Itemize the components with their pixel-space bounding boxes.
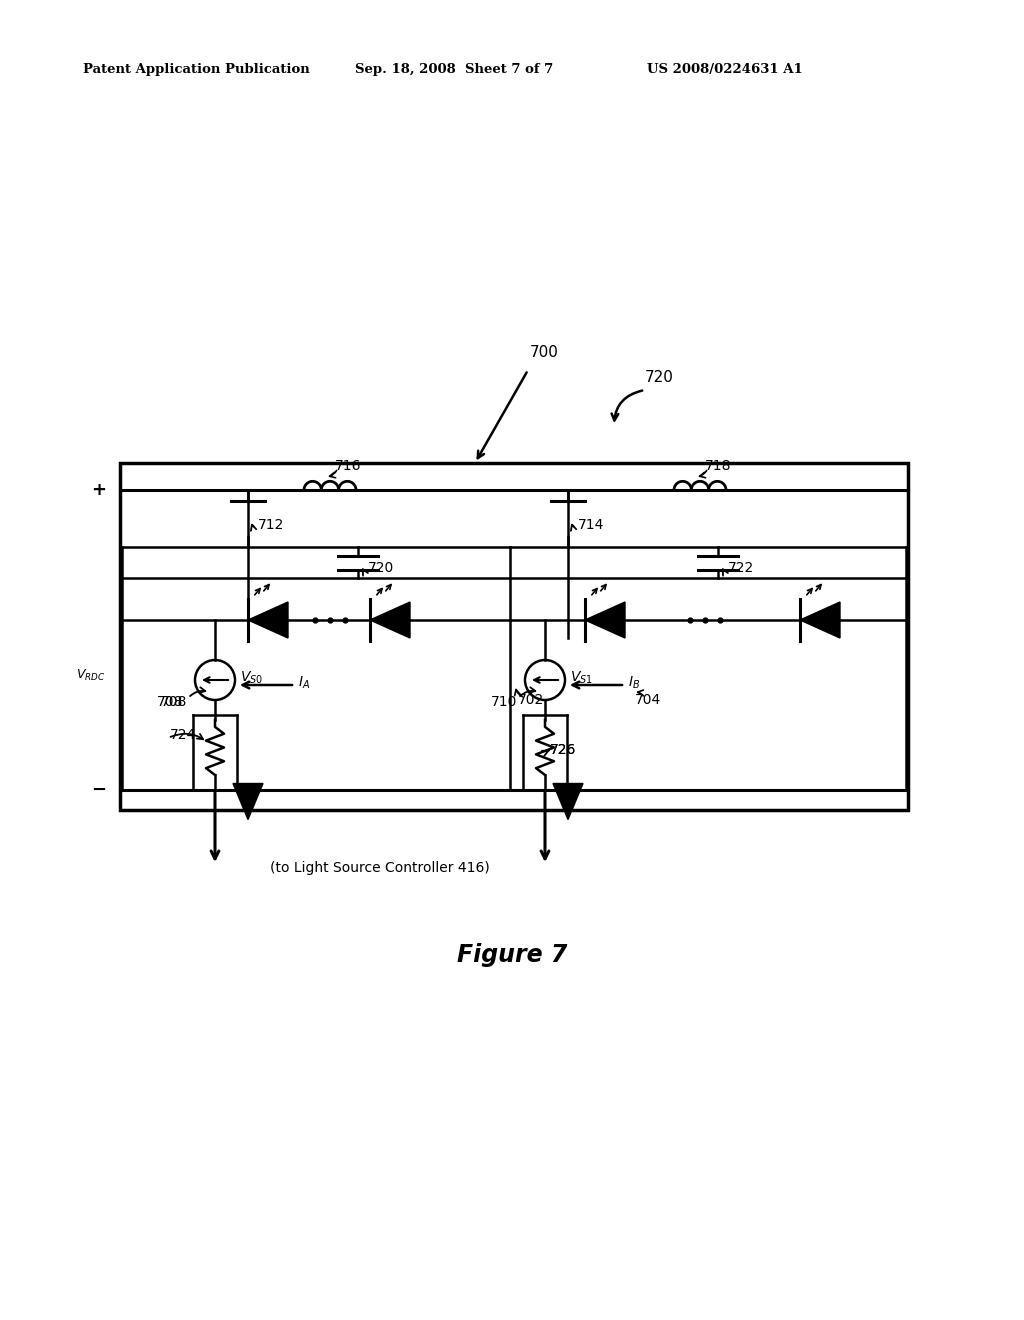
- Text: Patent Application Publication: Patent Application Publication: [83, 63, 309, 77]
- Polygon shape: [553, 784, 583, 820]
- Text: −: −: [91, 781, 106, 799]
- Text: 720: 720: [645, 370, 674, 385]
- Text: $I_B$: $I_B$: [628, 675, 640, 692]
- Text: 726: 726: [550, 743, 577, 756]
- Text: 722: 722: [728, 561, 755, 576]
- Text: $V_{S0}$: $V_{S0}$: [240, 669, 263, 686]
- Text: 724: 724: [170, 729, 197, 742]
- Text: 704: 704: [635, 693, 662, 708]
- Polygon shape: [585, 602, 625, 638]
- Text: 700: 700: [530, 345, 559, 360]
- Polygon shape: [800, 602, 840, 638]
- Text: 708: 708: [157, 696, 183, 709]
- Text: 720: 720: [368, 561, 394, 576]
- Text: (to Light Source Controller 416): (to Light Source Controller 416): [270, 861, 489, 875]
- Text: 702: 702: [518, 693, 544, 708]
- Text: 718: 718: [705, 459, 731, 473]
- Polygon shape: [248, 602, 288, 638]
- Text: $V_{RDC}$: $V_{RDC}$: [76, 668, 105, 682]
- Text: $I_A$: $I_A$: [298, 675, 310, 692]
- Polygon shape: [233, 784, 263, 820]
- Polygon shape: [370, 602, 410, 638]
- Text: Figure 7: Figure 7: [457, 942, 567, 968]
- Text: 710: 710: [490, 696, 517, 709]
- Text: 708: 708: [161, 696, 187, 709]
- Text: Sep. 18, 2008  Sheet 7 of 7: Sep. 18, 2008 Sheet 7 of 7: [355, 63, 553, 77]
- Text: +: +: [91, 480, 106, 499]
- Text: 716: 716: [335, 459, 361, 473]
- Text: 714: 714: [578, 517, 604, 532]
- Text: $V_{S1}$: $V_{S1}$: [570, 669, 593, 686]
- Text: 712: 712: [258, 517, 285, 532]
- Bar: [120, 463, 908, 810]
- Text: US 2008/0224631 A1: US 2008/0224631 A1: [647, 63, 803, 77]
- Text: 726: 726: [550, 743, 577, 756]
